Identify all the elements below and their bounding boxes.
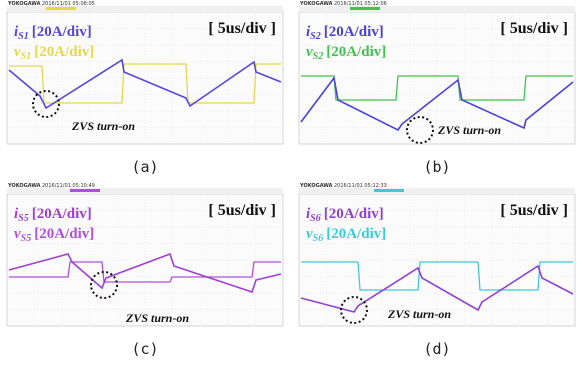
scale: [20A/div]	[34, 44, 94, 60]
subscript: S2	[313, 51, 324, 62]
caption: (c)	[131, 340, 158, 358]
channel-indicator	[46, 7, 76, 10]
subscript: S5	[21, 233, 32, 244]
scope-timestamp: 2016/11/01 05:12:33	[334, 183, 387, 189]
annotation: ZVS turn-on	[437, 123, 501, 137]
channel-indicator	[350, 7, 380, 10]
scope-brand: YOKOGAWA	[299, 1, 333, 7]
scale: [20A/div]	[324, 24, 384, 40]
subscript: S1	[18, 31, 29, 42]
subscript: S2	[310, 31, 321, 42]
caption: (d)	[423, 340, 450, 358]
figure: YOKOGAWA2016/11/01 05:08:05iS1[20A/div]v…	[0, 0, 582, 367]
scale: [20A/div]	[326, 44, 386, 60]
subscript: S5	[18, 213, 29, 224]
subscript: S1	[21, 51, 32, 62]
time-scale: [ 5us/div ]	[500, 202, 568, 219]
scope-timestamp: 2016/11/01 05:12:06	[334, 1, 387, 7]
time-scale: [ 5us/div ]	[500, 20, 568, 37]
time-scale: [ 5us/div ]	[208, 202, 276, 219]
subscript: S6	[310, 213, 321, 224]
time-scale: [ 5us/div ]	[208, 20, 276, 37]
scope-brand: YOKOGAWA	[7, 1, 41, 7]
caption: (a)	[131, 158, 158, 176]
annotation: ZVS turn-on	[71, 119, 135, 133]
scale: [20A/div]	[34, 226, 94, 242]
annotation: ZVS turn-on	[387, 307, 451, 321]
scope-timestamp: 2016/11/01 05:08:05	[42, 1, 95, 7]
scope-brand: YOKOGAWA	[7, 183, 41, 189]
scale: [20A/div]	[32, 206, 92, 222]
scale: [20A/div]	[32, 24, 92, 40]
channel-indicator	[374, 189, 404, 192]
scope-timestamp: 2016/11/01 05:10:49	[42, 183, 95, 189]
subscript: S6	[313, 233, 324, 244]
annotation: ZVS turn-on	[125, 311, 189, 325]
caption: (b)	[423, 158, 450, 176]
scale: [20A/div]	[326, 226, 386, 242]
scope-brand: YOKOGAWA	[299, 183, 333, 189]
scale: [20A/div]	[324, 206, 384, 222]
channel-indicator	[70, 189, 100, 192]
